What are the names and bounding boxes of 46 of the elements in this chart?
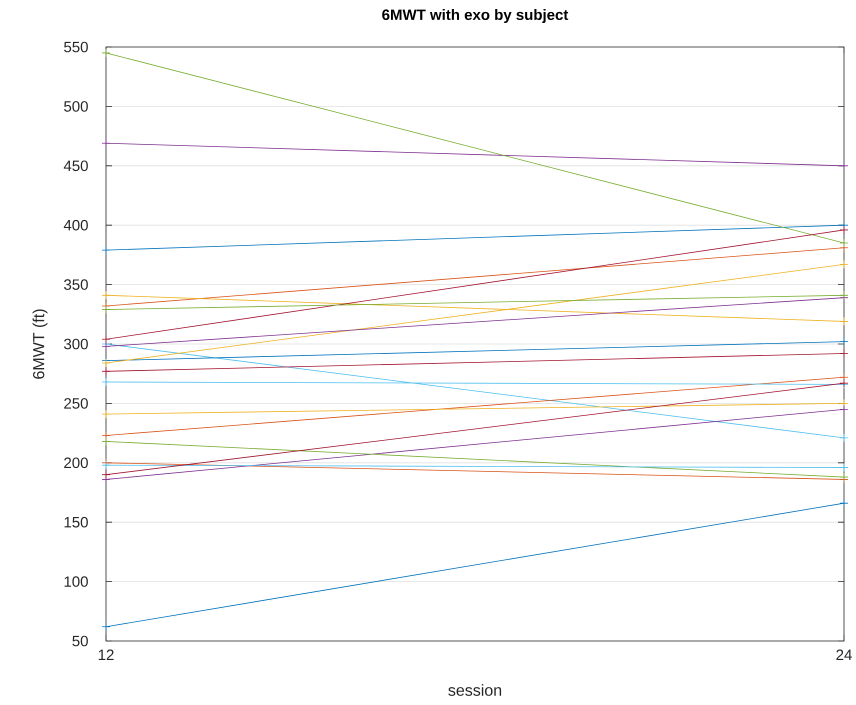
point — [102, 138, 110, 148]
point — [102, 48, 110, 58]
point — [102, 431, 110, 440]
point — [840, 472, 848, 482]
point — [840, 433, 848, 442]
point — [840, 161, 848, 170]
point — [840, 399, 848, 408]
point — [102, 358, 110, 368]
point — [102, 246, 110, 255]
point — [102, 366, 110, 376]
y-tick-label: 250 — [64, 398, 88, 409]
x-tick-label: 12 — [98, 650, 114, 660]
y-axis-title: 6MWT (ft) — [32, 309, 48, 379]
point — [102, 342, 110, 351]
point — [102, 290, 110, 300]
point — [840, 463, 848, 472]
chart-title: 6MWT with exo by subject — [382, 9, 568, 23]
point — [840, 226, 848, 234]
point — [840, 337, 848, 346]
point — [840, 238, 848, 248]
point — [102, 470, 110, 480]
y-tick-label: 550 — [64, 42, 88, 52]
x-tick-label: 24 — [836, 650, 852, 660]
point — [840, 260, 848, 269]
point — [102, 305, 110, 314]
y-tick-label: 50 — [72, 636, 88, 646]
point — [840, 404, 848, 414]
point — [102, 378, 110, 386]
point — [840, 317, 848, 326]
y-tick-label: 100 — [64, 576, 88, 587]
x-axis-title: session — [448, 684, 502, 696]
y-tick-label: 200 — [64, 457, 88, 468]
point — [840, 498, 848, 508]
point — [102, 334, 110, 344]
y-tick-label: 300 — [64, 338, 88, 350]
y-tick-label: 350 — [64, 279, 88, 290]
point — [102, 437, 110, 446]
y-tick-label: 150 — [64, 516, 88, 528]
point — [102, 622, 110, 632]
y-tick-label: 500 — [64, 101, 88, 112]
point — [102, 460, 110, 470]
point — [840, 290, 848, 300]
y-tick-label: 400 — [64, 220, 88, 231]
point — [102, 410, 110, 418]
y-tick-label: 450 — [64, 160, 88, 172]
point — [840, 349, 848, 358]
